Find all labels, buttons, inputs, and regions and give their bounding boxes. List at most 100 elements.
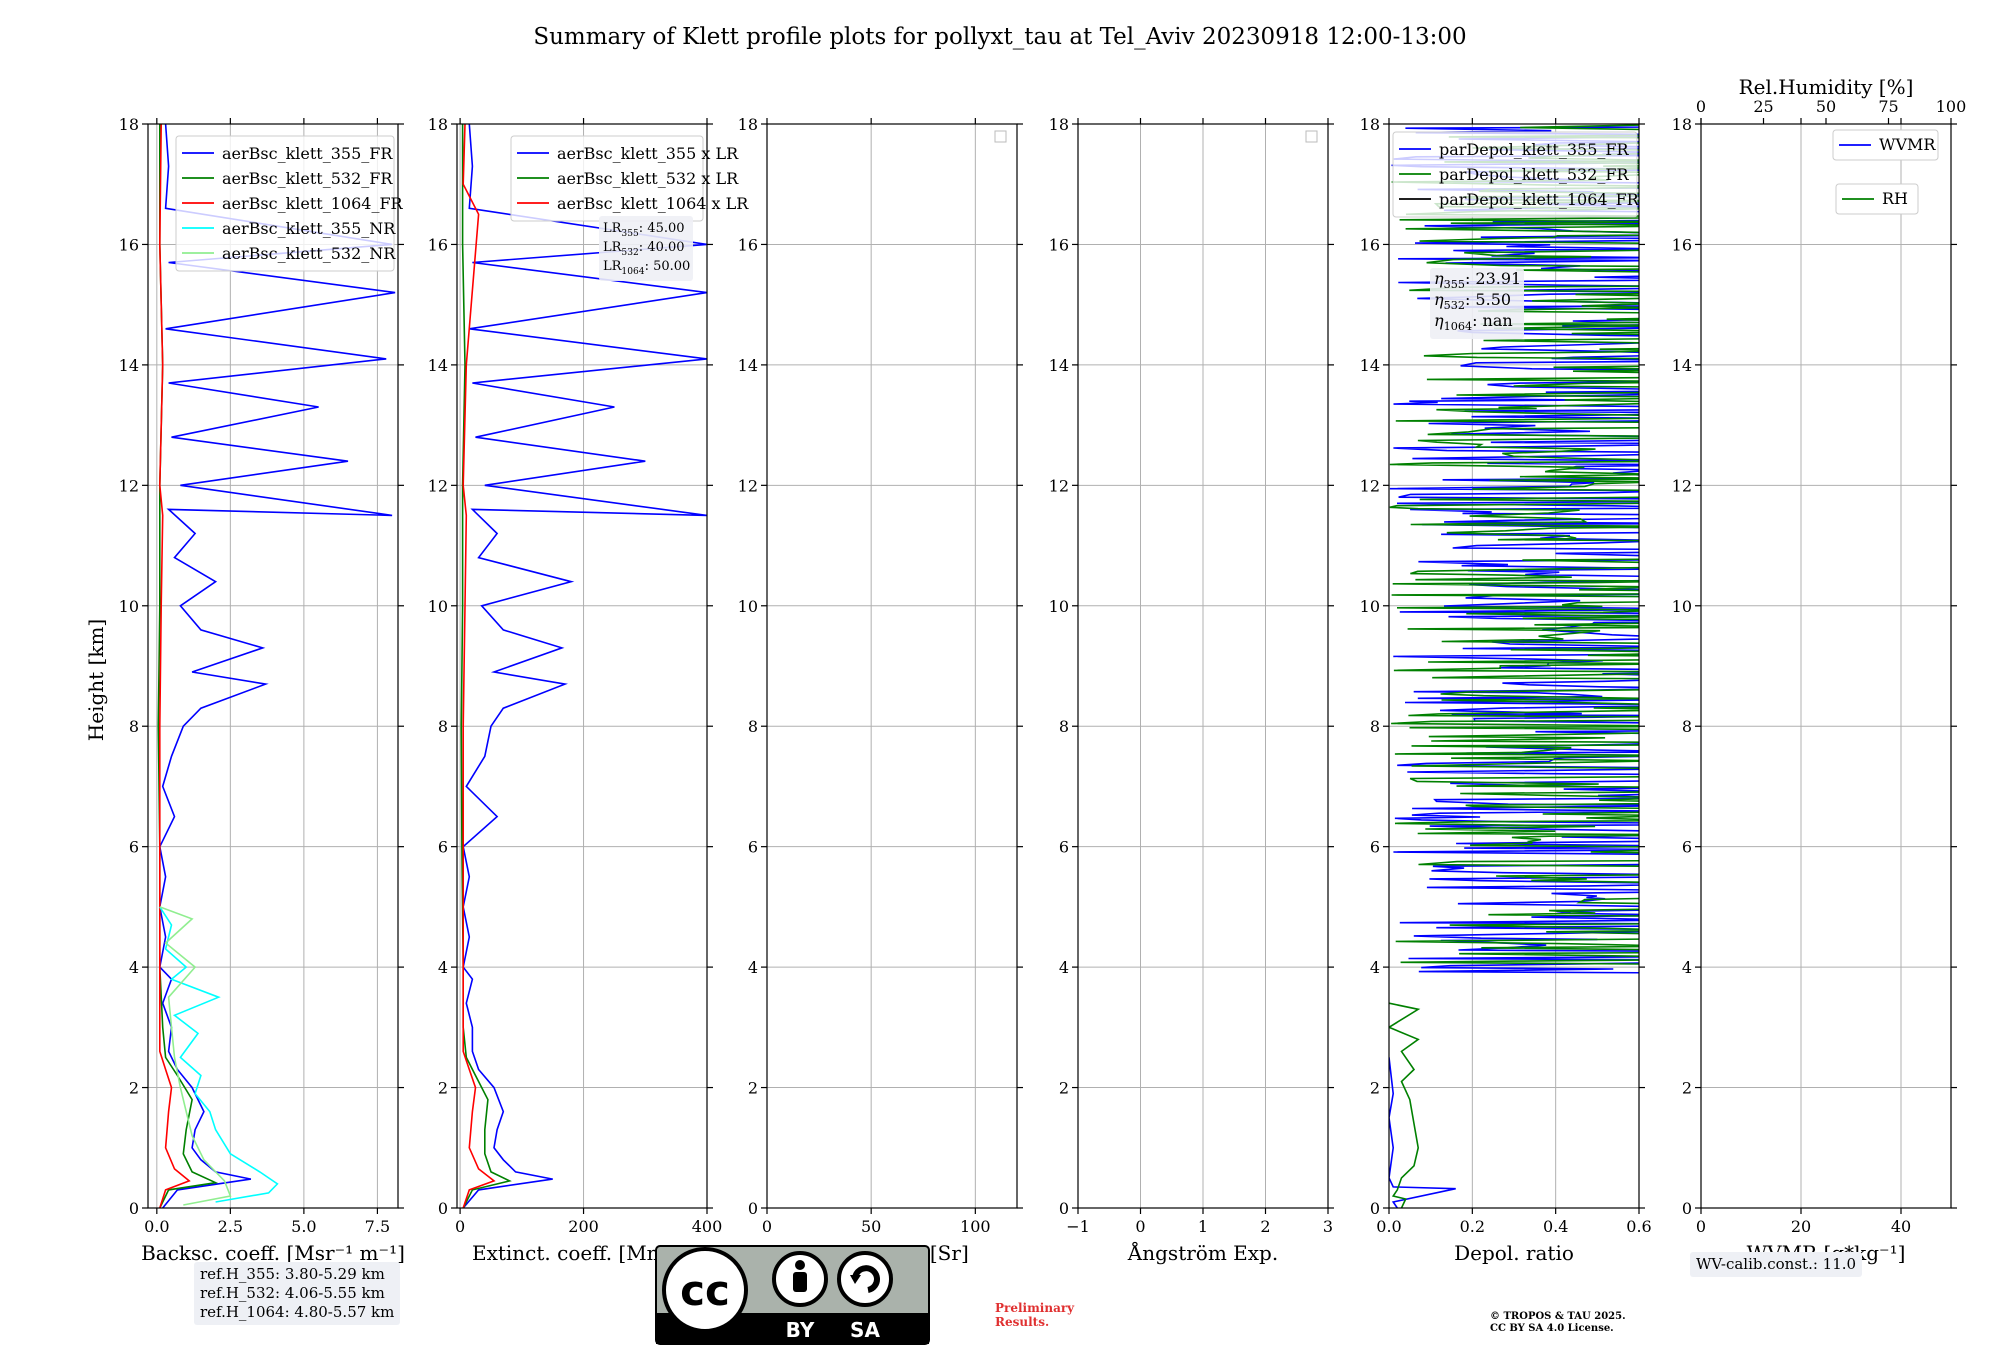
legend-depol: parDepol_klett_355_FR parDepol_klett_532_… (1392, 131, 1640, 218)
xtick-label: 0 (1696, 1217, 1706, 1236)
series-line (159, 906, 279, 1203)
panel-wvmr: 02468101214161802040WVMR [g*kg⁻¹]0255075… (1672, 75, 1967, 1265)
legend-label: aerBsc_klett_355_FR (222, 144, 393, 163)
cc-license-logo: cc BY SA (655, 1245, 930, 1345)
legend-label: aerBsc_klett_355 x LR (557, 144, 739, 163)
wv-calibration-text: WV-calib.const.: 11.0 (1696, 1255, 1857, 1273)
annotation-text: LR355: 45.00 (603, 221, 685, 239)
ytick-label: 10 (1672, 597, 1692, 616)
legend-label: WVMR (1879, 135, 1936, 154)
plot-area-depol (1389, 124, 1639, 1208)
ytick-label: 0 (1370, 1199, 1380, 1218)
xtick-label: 40 (1891, 1217, 1911, 1236)
top-xtick-label: 50 (1816, 97, 1836, 116)
panel-lidar_ratio: 024681012141618050100Lidar ratio [Sr] (738, 115, 1023, 1265)
legend-label: aerBsc_klett_532_NR (222, 244, 396, 263)
xtick-label: 0.0 (144, 1217, 169, 1236)
wv-calibration-box: WV-calib.const.: 11.0 (1690, 1252, 1863, 1277)
series-line (1389, 124, 1639, 965)
y-axis-label: Height [km] (84, 619, 108, 741)
ytick-label: 6 (438, 838, 448, 857)
xtick-label: 7.5 (365, 1217, 390, 1236)
ytick-label: 18 (428, 115, 448, 134)
empty-legend-box (1305, 130, 1318, 143)
ytick-label: 16 (119, 235, 139, 254)
axes-frame (456, 123, 708, 1209)
panel-backscatter: 0 2 4 6 8 10 12 14 16 18 0.0 2.5 5.0 7.5 Backsc. coeff… (119, 115, 405, 1265)
ytick-label: 12 (428, 476, 448, 495)
ytick-label: 4 (438, 958, 448, 977)
ytick-label: 0 (1059, 1199, 1069, 1218)
cc-sa-label: SA (850, 1318, 880, 1342)
cc-by-label: BY (786, 1318, 815, 1342)
legend-extinction: aerBsc_klett_355 x LR aerBsc_klett_532 x … (510, 135, 749, 222)
x-axis-label: Depol. ratio (1454, 1241, 1574, 1265)
ytick-label: 8 (1059, 717, 1069, 736)
ytick-label: 14 (428, 356, 448, 375)
empty-legend-box (994, 130, 1007, 143)
cc-circle-icon (662, 1247, 748, 1333)
ytick-label: 8 (438, 717, 448, 736)
xtick-label: 20 (1791, 1217, 1811, 1236)
annotation-box (599, 216, 693, 281)
preliminary-line-2: Results. (995, 1315, 1050, 1329)
ytick-label: 4 (748, 958, 758, 977)
legend-label: aerBsc_klett_1064 x LR (557, 194, 749, 213)
ytick-label: 8 (1370, 717, 1380, 736)
ytick-label: 2 (1682, 1079, 1692, 1098)
xtick-label: 0.2 (1460, 1217, 1485, 1236)
series-line (1389, 126, 1639, 974)
series-line (1389, 1002, 1421, 1208)
ytick-label: 18 (738, 115, 758, 134)
legend-label: aerBsc_klett_355_NR (222, 219, 396, 238)
ytick-label: 16 (738, 235, 758, 254)
ytick-label: 2 (438, 1079, 448, 1098)
svg-text:cc: cc (680, 1266, 730, 1315)
xtick-label: 200 (568, 1217, 599, 1236)
ytick-label: 16 (1360, 235, 1380, 254)
series-line (158, 124, 396, 1208)
xtick-label: 0.0 (1376, 1217, 1401, 1236)
xtick-label: 0.6 (1626, 1217, 1651, 1236)
ytick-label: 8 (129, 717, 139, 736)
ytick-label: 16 (1672, 235, 1692, 254)
series-line (462, 124, 496, 1208)
top-xtick-label: 100 (1936, 97, 1967, 116)
ytick-label: 18 (1049, 115, 1069, 134)
ytick-label: 10 (119, 597, 139, 616)
ytick-label: 12 (1360, 476, 1380, 495)
ytick-label: 14 (1049, 356, 1069, 375)
xtick-label: 1 (1198, 1217, 1208, 1236)
legend-frame (175, 135, 395, 272)
legend-label: RH (1882, 189, 1908, 208)
ytick-label: 14 (1360, 356, 1380, 375)
legend-label: parDepol_klett_355_FR (1439, 140, 1630, 159)
ytick-label: 10 (428, 597, 448, 616)
annotation-box (1430, 268, 1524, 339)
copyright-line-1: © TROPOS & TAU 2025. (1490, 1311, 1626, 1322)
xtick-label: 0.4 (1543, 1217, 1568, 1236)
sa-share-icon (837, 1251, 893, 1307)
ref-height-1064: ref.H_1064: 4.80-5.57 km (200, 1303, 395, 1321)
ytick-label: 4 (1682, 958, 1692, 977)
ytick-label: 18 (1672, 115, 1692, 134)
xtick-label: 5.0 (291, 1217, 316, 1236)
x-axis-label: Backsc. coeff. [Msr⁻¹ m⁻¹] (141, 1241, 405, 1265)
copyright-line-2: CC BY SA 4.0 License. (1490, 1323, 1614, 1334)
annotation-text: LR532: 40.00 (603, 240, 685, 258)
legend-wvmr: WVMR (1832, 129, 1939, 161)
ytick-label: 10 (1360, 597, 1380, 616)
ytick-label: 2 (748, 1079, 758, 1098)
ytick-label: 16 (1049, 235, 1069, 254)
series-line (460, 124, 512, 1208)
legend-backscatter: aerBsc_klett_355_FR aerBsc_klett_532_FRae… (175, 135, 404, 272)
preliminary-line-1: Preliminary (995, 1301, 1075, 1315)
top-x-axis-label: Rel.Humidity [%] (1739, 75, 1914, 99)
ytick-label: 6 (1059, 838, 1069, 857)
xtick-label: 0 (762, 1217, 772, 1236)
